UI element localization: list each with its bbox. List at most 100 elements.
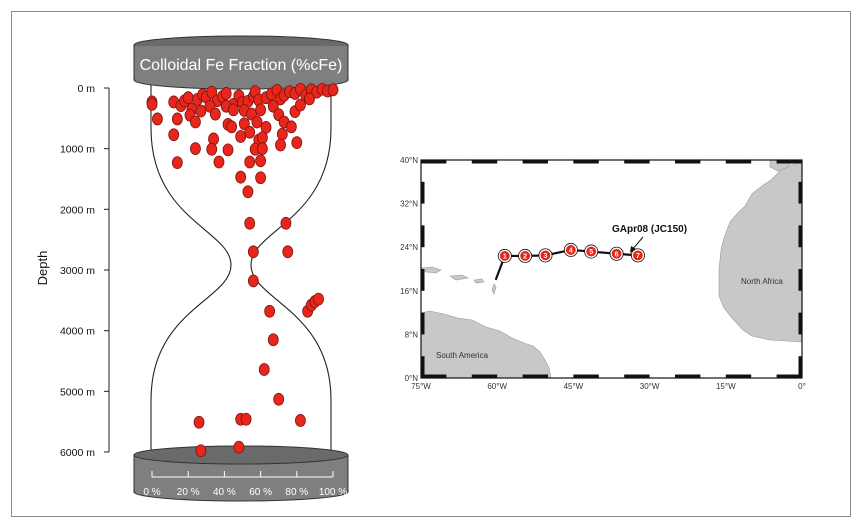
- map-land: 1 2 3 4 5 6 7: [421, 160, 802, 378]
- station-marker: 7: [630, 248, 645, 263]
- y-axis-ticks: 0 m 1000 m 2000 m 3000 m 4000 m 5000 m 6000 m: [60, 83, 109, 459]
- land-caribbean: [421, 266, 497, 295]
- top-cap: Colloidal Fe Fraction (%cFe): [133, 35, 349, 90]
- data-point: [251, 115, 263, 129]
- y-tick-label: 1000 m: [60, 144, 95, 156]
- data-point: [295, 414, 306, 427]
- map-x-tick-label: 0°: [798, 382, 806, 391]
- map-border-segment: [420, 269, 425, 291]
- data-points: [146, 82, 339, 458]
- map-border-segment: [624, 374, 650, 379]
- map-border-segment: [798, 225, 803, 248]
- y-tick-label: 0 m: [77, 83, 95, 95]
- station-marker: 2: [518, 248, 533, 263]
- data-point: [168, 128, 180, 142]
- data-point: [255, 154, 267, 168]
- bottom-cap: [133, 445, 349, 502]
- data-point: [209, 107, 221, 121]
- data-point: [276, 127, 288, 141]
- land-label-south-america: South America: [436, 351, 489, 360]
- chart-title: Colloidal Fe Fraction (%cFe): [140, 57, 343, 74]
- map-border-segment: [798, 269, 803, 291]
- map-graticule-ticks: 75°W 60°W 45°W 30°W 15°W 0° 0°N 8°N 16°N 24°N 32°N…: [400, 156, 806, 391]
- data-point: [264, 304, 276, 318]
- y-tick-label: 2000 m: [60, 204, 95, 216]
- station-marker: 3: [538, 248, 553, 263]
- map-border-segment: [522, 159, 548, 164]
- map-x-tick-label: 45°W: [564, 382, 584, 391]
- data-point: [255, 171, 267, 185]
- map-border-segment: [420, 356, 425, 378]
- data-point: [235, 170, 247, 184]
- y-tick-label: 3000 m: [60, 265, 95, 277]
- data-point: [257, 142, 268, 156]
- data-point: [280, 216, 292, 230]
- data-point: [285, 120, 297, 134]
- map-border-segment: [798, 356, 803, 378]
- data-point: [193, 415, 205, 429]
- data-point: [267, 99, 279, 113]
- station-label: 1: [503, 254, 507, 261]
- station-ring: [630, 248, 645, 263]
- x-tick-label: 60 %: [249, 487, 272, 498]
- station-label: 2: [523, 254, 527, 261]
- station-ring: [538, 248, 553, 263]
- y-tick-label: 5000 m: [60, 386, 95, 398]
- data-point: [327, 83, 339, 97]
- data-point: [171, 156, 183, 170]
- station-dot: [518, 249, 532, 263]
- data-point: [206, 142, 218, 156]
- map-border-segment: [421, 374, 447, 379]
- data-point: [257, 131, 268, 145]
- station-label: 7: [636, 253, 640, 260]
- map-x-tick-label: 75°W: [411, 382, 431, 391]
- map-border-segment: [420, 312, 425, 335]
- data-point: [235, 130, 247, 143]
- x-tick-label: 20 %: [177, 487, 200, 498]
- y-tick-label: 6000 m: [60, 447, 95, 459]
- land-south-america: [421, 310, 552, 378]
- cruise-map: 1 2 3 4 5 6 7 75°W 60°W 45°W 30°W 15°W 0° 0°N 8°N 16°N…: [400, 156, 806, 391]
- data-point: [244, 125, 256, 139]
- map-border-segment: [776, 159, 802, 164]
- x-tick-label: 80 %: [285, 487, 308, 498]
- map-y-tick-label: 16°N: [400, 287, 418, 296]
- data-point: [244, 216, 256, 230]
- map-y-tick-label: 40°N: [400, 156, 418, 165]
- data-point: [238, 117, 250, 131]
- map-border-segment: [675, 159, 701, 164]
- data-point: [213, 155, 225, 169]
- data-point: [208, 132, 219, 146]
- station-dot: [631, 249, 645, 262]
- map-border-segment: [421, 159, 447, 164]
- data-point: [282, 245, 294, 259]
- data-point: [190, 115, 201, 129]
- station-label: 5: [589, 249, 593, 256]
- map-border-segment: [624, 159, 650, 164]
- data-point: [226, 120, 238, 134]
- data-point: [313, 292, 324, 306]
- data-point: [146, 97, 158, 111]
- data-point: [304, 92, 315, 106]
- map-border-segment: [725, 374, 752, 379]
- data-point: [247, 245, 259, 259]
- station-ring: [518, 248, 533, 263]
- data-point: [220, 87, 232, 100]
- data-point: [255, 103, 267, 117]
- track-label-arrowhead: [630, 246, 636, 253]
- x-tick-label: 40 %: [213, 487, 236, 498]
- map-y-tick-label: 0°N: [405, 374, 419, 383]
- station-marker: 1: [497, 248, 512, 263]
- map-x-tick-label: 60°W: [487, 382, 507, 391]
- data-point: [233, 440, 245, 454]
- data-point: [291, 136, 303, 150]
- x-tick-label: 100 %: [319, 487, 347, 498]
- station-marker: 5: [584, 244, 599, 259]
- data-point: [206, 85, 218, 99]
- map-x-tick-label: 30°W: [640, 382, 660, 391]
- y-tick-label: 4000 m: [60, 326, 95, 338]
- cruise-stations: 1 2 3 4 5 6 7: [497, 242, 645, 263]
- map-border-segment: [573, 374, 599, 379]
- hourglass-chart: Colloidal Fe Fraction (%cFe) 0 m 1000 m 20…: [35, 35, 349, 502]
